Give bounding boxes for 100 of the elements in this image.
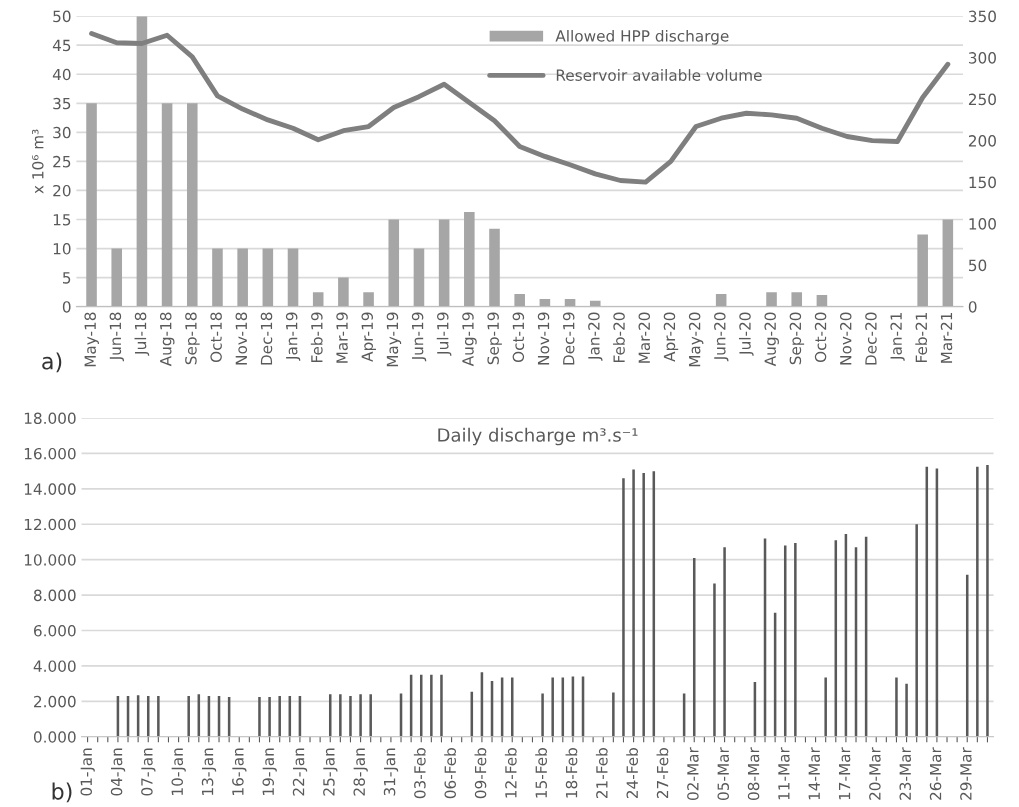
x-tick-label: Oct-20 [814, 312, 827, 363]
bar [86, 103, 97, 307]
bar [464, 211, 475, 307]
x-tick-label: 23-Mar [899, 747, 911, 800]
y-tick-label: 45 [52, 39, 71, 52]
y2-tick-label: 300 [968, 52, 996, 64]
x-tick-label: 03-Feb [413, 748, 426, 799]
x-tick-label: 26-Mar [929, 747, 942, 800]
x-tick-label: Jan-20 [588, 312, 603, 361]
x-tick-label: 31-Jan [383, 748, 399, 796]
bar [489, 228, 500, 307]
bar [338, 277, 349, 307]
x-tick-label: 22-Jan [292, 748, 308, 796]
bar [287, 248, 299, 307]
text: Daily discharge m³.s⁻¹ [438, 427, 638, 446]
x-tick-label: 24-Feb [626, 748, 639, 799]
bar [186, 103, 198, 307]
x-tick-label: Feb-21 [915, 312, 928, 363]
x-tick-label: Jan-21 [890, 312, 905, 361]
x-tick-label: 07-Jan [141, 748, 156, 796]
x-tick-label: 18-Feb [565, 748, 578, 798]
y2-tick-label: 50 [969, 259, 987, 272]
y-tick-label: 14.000 [24, 483, 76, 495]
x-tick-label: Jul-19 [436, 312, 452, 356]
x-tick-label: 02-Mar [687, 747, 699, 800]
bar [917, 234, 928, 307]
y2-tick-label: 100 [969, 218, 996, 230]
y-tick-label: 0 [62, 301, 71, 313]
legend-label: Reservoir available volume [556, 69, 762, 81]
y-tick-label: 12.000 [24, 518, 76, 531]
bar [111, 248, 123, 307]
y-tick-label: 0.000 [33, 731, 76, 743]
x-tick-label: Nov-19 [537, 312, 550, 365]
x-tick-label: 05-Mar [717, 747, 730, 800]
x-tick-label: 29-Mar [960, 747, 972, 800]
bar [312, 292, 324, 307]
x-tick-label: Sep-18 [185, 312, 200, 365]
x-tick-label: 28-Jan [353, 748, 368, 796]
y-tick-label: 20 [53, 184, 71, 197]
x-tick-label: 16-Jan [232, 748, 247, 795]
x-tick-label: May-19 [386, 312, 402, 367]
y-tick-label: 30 [53, 126, 71, 139]
x-tick-label: 04-Jan [110, 748, 126, 796]
x-tick-label: Apr-19 [361, 312, 376, 362]
y2-tick-label: 200 [968, 135, 996, 147]
x-tick-label: Nov-18 [235, 312, 248, 365]
y-tick-label: 8.000 [33, 589, 76, 602]
x-tick-label: 08-Mar [747, 747, 760, 800]
bar [161, 103, 173, 307]
x-tick-label: Mar-19 [336, 312, 348, 363]
x-tick-label: Sep-19 [487, 312, 502, 365]
y-tick-label: 6.000 [33, 625, 76, 637]
x-tick-label: Mar-21 [940, 312, 953, 363]
y-axis-title: x 10⁶ m³ [32, 129, 44, 194]
y-tick-label: 4.000 [33, 660, 76, 672]
x-tick-label: 09-Feb [474, 748, 487, 799]
text: b) [52, 782, 72, 803]
text: a) [42, 352, 62, 373]
y-tick-label: 2.000 [34, 695, 76, 708]
x-tick-label: Dec-18 [260, 312, 273, 365]
x-tick-label: Jul-18 [134, 312, 150, 356]
bar [136, 16, 148, 307]
y-tick-label: 15 [53, 214, 71, 226]
x-tick-label: Feb-20 [613, 312, 625, 363]
x-tick-label: Oct-19 [512, 312, 525, 363]
x-tick-label: Apr-20 [663, 312, 679, 362]
x-tick-label: 15-Feb [535, 748, 548, 798]
bar [438, 219, 450, 307]
x-tick-label: Oct-18 [210, 312, 222, 363]
bar [413, 248, 425, 307]
bar [589, 300, 601, 307]
y-tick-label: 50 [53, 10, 71, 23]
x-tick-label: Aug-20 [764, 312, 779, 367]
bar [514, 293, 525, 307]
y-tick-label: 40 [52, 68, 71, 81]
y-tick-label: 18.000 [24, 412, 76, 425]
x-tick-label: 01-Jan [80, 748, 95, 796]
y2-tick-label: 150 [969, 176, 996, 189]
y2-tick-label: 0 [968, 301, 977, 313]
x-tick-label: 12-Feb [504, 748, 517, 798]
x-tick-label: Aug-19 [462, 312, 477, 367]
x-tick-label: 10-Jan [171, 748, 186, 795]
x-tick-label: 19-Jan [262, 748, 277, 795]
x-tick-label: May-18 [84, 312, 99, 367]
x-tick-label: Jan-19 [285, 312, 301, 361]
x-tick-label: Mar-20 [638, 312, 651, 363]
bar [791, 292, 803, 307]
y2-tick-label: 350 [968, 10, 996, 23]
legend-label: Allowed HPP discharge [555, 29, 729, 45]
x-tick-label: 20-Mar [869, 747, 881, 800]
x-tick-label: Jun-19 [411, 312, 427, 362]
x-tick-label: Dec-20 [865, 312, 877, 365]
x-tick-label: May-20 [688, 312, 704, 367]
x-tick-label: 14-Mar [808, 747, 821, 800]
bar [237, 248, 248, 307]
x-tick-label: Jul-20 [738, 312, 754, 356]
x-tick-label: Dec-19 [562, 312, 575, 365]
bar [262, 248, 274, 307]
y-tick-label: 10 [53, 243, 71, 255]
x-tick-label: Sep-20 [789, 312, 805, 365]
